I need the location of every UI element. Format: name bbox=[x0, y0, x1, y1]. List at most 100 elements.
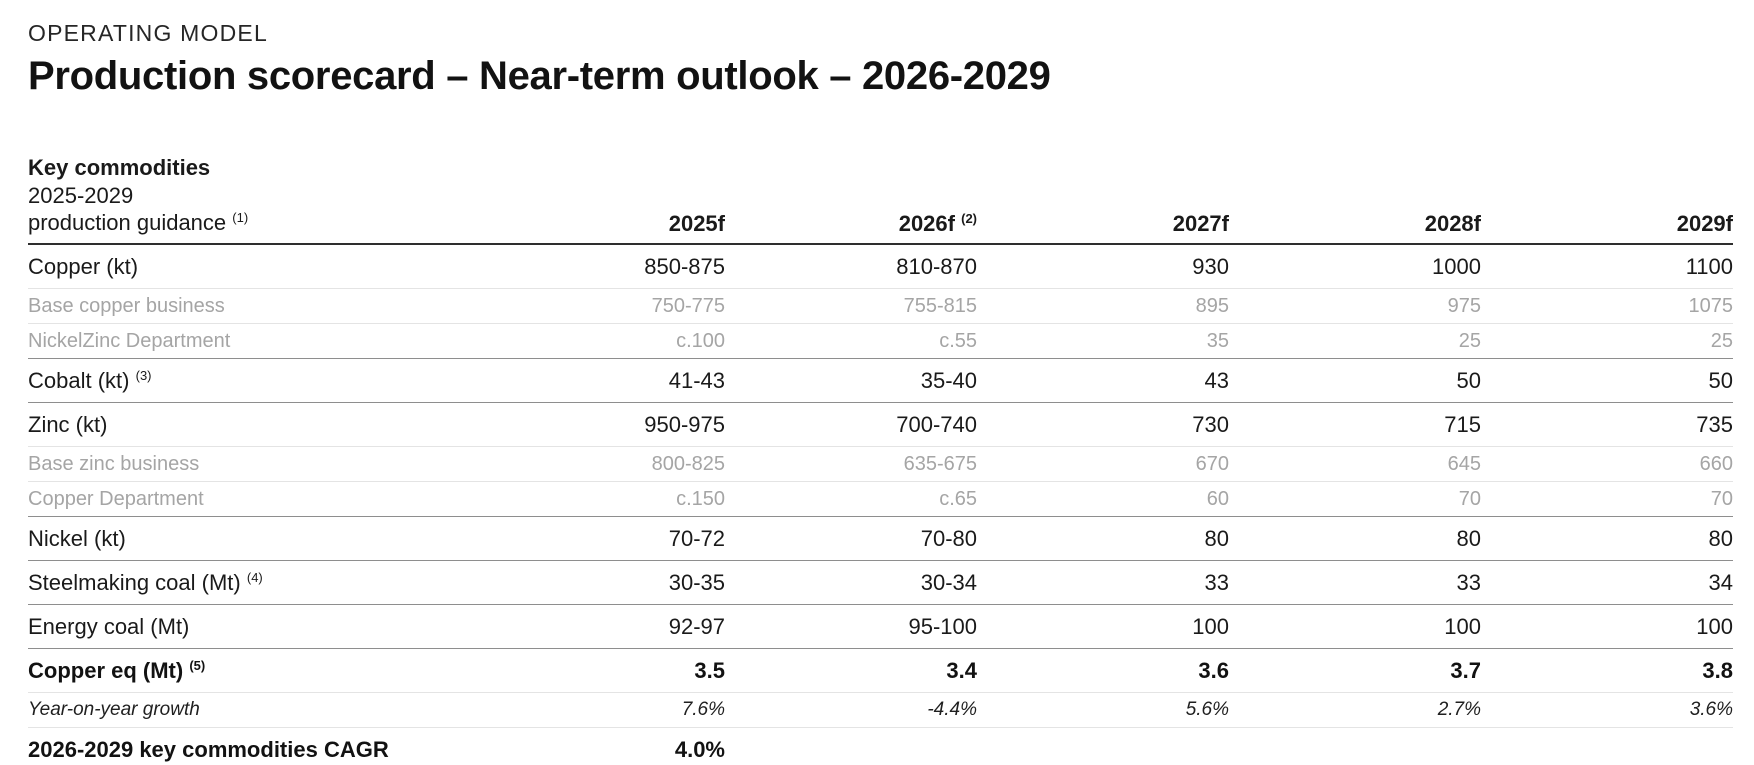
cell-value: 25 bbox=[1710, 329, 1733, 352]
production-scorecard-table: Key commodities 2025-2029 production gui… bbox=[28, 154, 1733, 765]
row-label: Base zinc business bbox=[28, 446, 473, 481]
row-label-text: 2026-2029 key commodities CAGR bbox=[28, 736, 389, 762]
cell-value: 1075 bbox=[1688, 294, 1734, 317]
cell-value: 100 bbox=[1696, 613, 1733, 639]
table-row: Energy coal (Mt) 92-97 95-100 100 100 100 bbox=[28, 604, 1733, 649]
cell-value: 850-875 bbox=[644, 253, 725, 279]
cell-value: 930 bbox=[1192, 253, 1229, 279]
row-label-text: Base copper business bbox=[28, 294, 225, 317]
table-row: Zinc (kt) 950-975 700-740 730 715 735 bbox=[28, 402, 1733, 447]
column-header-label: 2026f bbox=[898, 210, 955, 236]
row-label: Base copper business bbox=[28, 288, 473, 323]
cell-value: -4.4% bbox=[927, 698, 977, 720]
column-header-2026f: 2026f (2) bbox=[725, 154, 977, 245]
column-header-label: 2028f bbox=[1424, 210, 1481, 236]
column-header-label: 2029f bbox=[1676, 210, 1733, 236]
cell-value: 3.6 bbox=[1198, 657, 1229, 683]
column-header-2028f: 2028f bbox=[1229, 154, 1481, 245]
table-row: Nickel (kt) 70-72 70-80 80 80 80 bbox=[28, 516, 1733, 561]
cell-value: 33 bbox=[1456, 569, 1481, 595]
column-header-2025f: 2025f bbox=[473, 154, 725, 245]
table-row: Copper eq (Mt) (5) 3.5 3.4 3.6 3.7 3.8 bbox=[28, 648, 1733, 693]
cell-value: 35 bbox=[1206, 329, 1229, 352]
footnote-marker: (5) bbox=[189, 657, 206, 673]
table-row: Cobalt (kt) (3) 41-43 35-40 43 50 50 bbox=[28, 358, 1733, 403]
row-label-text: NickelZinc Department bbox=[28, 329, 231, 352]
cell-value: 1100 bbox=[1685, 253, 1733, 279]
row-label: Copper eq (Mt) (5) bbox=[28, 648, 473, 692]
cell-value bbox=[725, 727, 977, 765]
row-label-text: Copper eq (Mt) bbox=[28, 657, 184, 683]
cell-value: c.65 bbox=[939, 487, 977, 510]
cell-value: 41-43 bbox=[668, 367, 725, 393]
cell-value: 975 bbox=[1447, 294, 1481, 317]
row-label-text: Copper (kt) bbox=[28, 253, 139, 279]
row-label-text: Base zinc business bbox=[28, 452, 200, 475]
row-label: Copper Department bbox=[28, 481, 473, 516]
cell-value: 1000 bbox=[1432, 253, 1481, 279]
cell-value: 4.0% bbox=[674, 736, 725, 762]
cell-value: 7.6% bbox=[681, 698, 725, 720]
cell-value: c.55 bbox=[939, 329, 977, 352]
cell-value: 70-72 bbox=[668, 525, 725, 551]
cell-value: 25 bbox=[1458, 329, 1481, 352]
cell-value: 92-97 bbox=[668, 613, 725, 639]
column-header-2029f: 2029f bbox=[1481, 154, 1733, 245]
cell-value: 50 bbox=[1456, 367, 1481, 393]
cell-value: 735 bbox=[1696, 411, 1733, 437]
row-label-text: Nickel (kt) bbox=[28, 525, 126, 551]
column-header-label: 2025f bbox=[668, 210, 725, 236]
cell-value: 3.5 bbox=[694, 657, 725, 683]
cell-value: 43 bbox=[1204, 367, 1229, 393]
cell-value: 50 bbox=[1708, 367, 1733, 393]
cell-value: 100 bbox=[1444, 613, 1481, 639]
corner-subtitle: production guidance (1) bbox=[28, 209, 473, 237]
row-label-text: Energy coal (Mt) bbox=[28, 613, 190, 639]
row-label: Steelmaking coal (Mt) (4) bbox=[28, 560, 473, 604]
corner-years: 2025-2029 bbox=[28, 182, 134, 208]
cell-value: 70 bbox=[1710, 487, 1733, 510]
cell-value: 3.7 bbox=[1450, 657, 1481, 683]
cell-value: 895 bbox=[1195, 294, 1229, 317]
page-title: Production scorecard – Near-term outlook… bbox=[28, 54, 1051, 99]
cell-value: 755-815 bbox=[903, 294, 977, 317]
cell-value: 635-675 bbox=[903, 452, 977, 475]
cell-value: 670 bbox=[1195, 452, 1229, 475]
cell-value: 60 bbox=[1206, 487, 1229, 510]
cell-value: 35-40 bbox=[920, 367, 977, 393]
footnote-marker: (3) bbox=[135, 367, 152, 383]
cell-value: 660 bbox=[1699, 452, 1733, 475]
cell-value: 33 bbox=[1204, 569, 1229, 595]
row-label: Year-on-year growth bbox=[28, 692, 473, 727]
table-row: 2026-2029 key commodities CAGR 4.0% bbox=[28, 727, 1733, 765]
row-label: 2026-2029 key commodities CAGR bbox=[28, 727, 473, 765]
row-label-text: Year-on-year growth bbox=[28, 698, 200, 720]
table-row: Base copper business 750-775 755-815 895 975… bbox=[28, 288, 1734, 324]
cell-value: 715 bbox=[1444, 411, 1481, 437]
cell-value bbox=[1229, 727, 1481, 765]
cell-value: 750-775 bbox=[651, 294, 725, 317]
footnote-marker: (1) bbox=[232, 210, 249, 226]
cell-value: 3.8 bbox=[1702, 657, 1733, 683]
cell-value bbox=[1481, 727, 1733, 765]
table-body: Copper (kt) 850-875 810-870 930 1000 1100 Base… bbox=[28, 244, 1733, 765]
cell-value: 95-100 bbox=[908, 613, 977, 639]
row-label: Energy coal (Mt) bbox=[28, 604, 473, 648]
cell-value: 5.6% bbox=[1185, 698, 1229, 720]
cell-value: 730 bbox=[1192, 411, 1229, 437]
cell-value: 810-870 bbox=[896, 253, 977, 279]
cell-value: 3.4 bbox=[946, 657, 977, 683]
row-label-text: Steelmaking coal (Mt) bbox=[28, 569, 241, 595]
row-label: Copper (kt) bbox=[28, 244, 473, 289]
row-label: Cobalt (kt) (3) bbox=[28, 358, 473, 402]
cell-value: 3.6% bbox=[1689, 698, 1733, 720]
cell-value: 80 bbox=[1456, 525, 1481, 551]
table-row: Year-on-year growth 7.6% -4.4% 5.6% 2.7% 3.6% bbox=[28, 692, 1733, 728]
row-label-text: Copper Department bbox=[28, 487, 204, 510]
cell-value: 70 bbox=[1458, 487, 1481, 510]
footnote-marker: (4) bbox=[246, 569, 263, 585]
cell-value: 950-975 bbox=[644, 411, 725, 437]
table-row: Base zinc business 800-825 635-675 670 645 66… bbox=[28, 446, 1733, 482]
cell-value: 800-825 bbox=[651, 452, 725, 475]
